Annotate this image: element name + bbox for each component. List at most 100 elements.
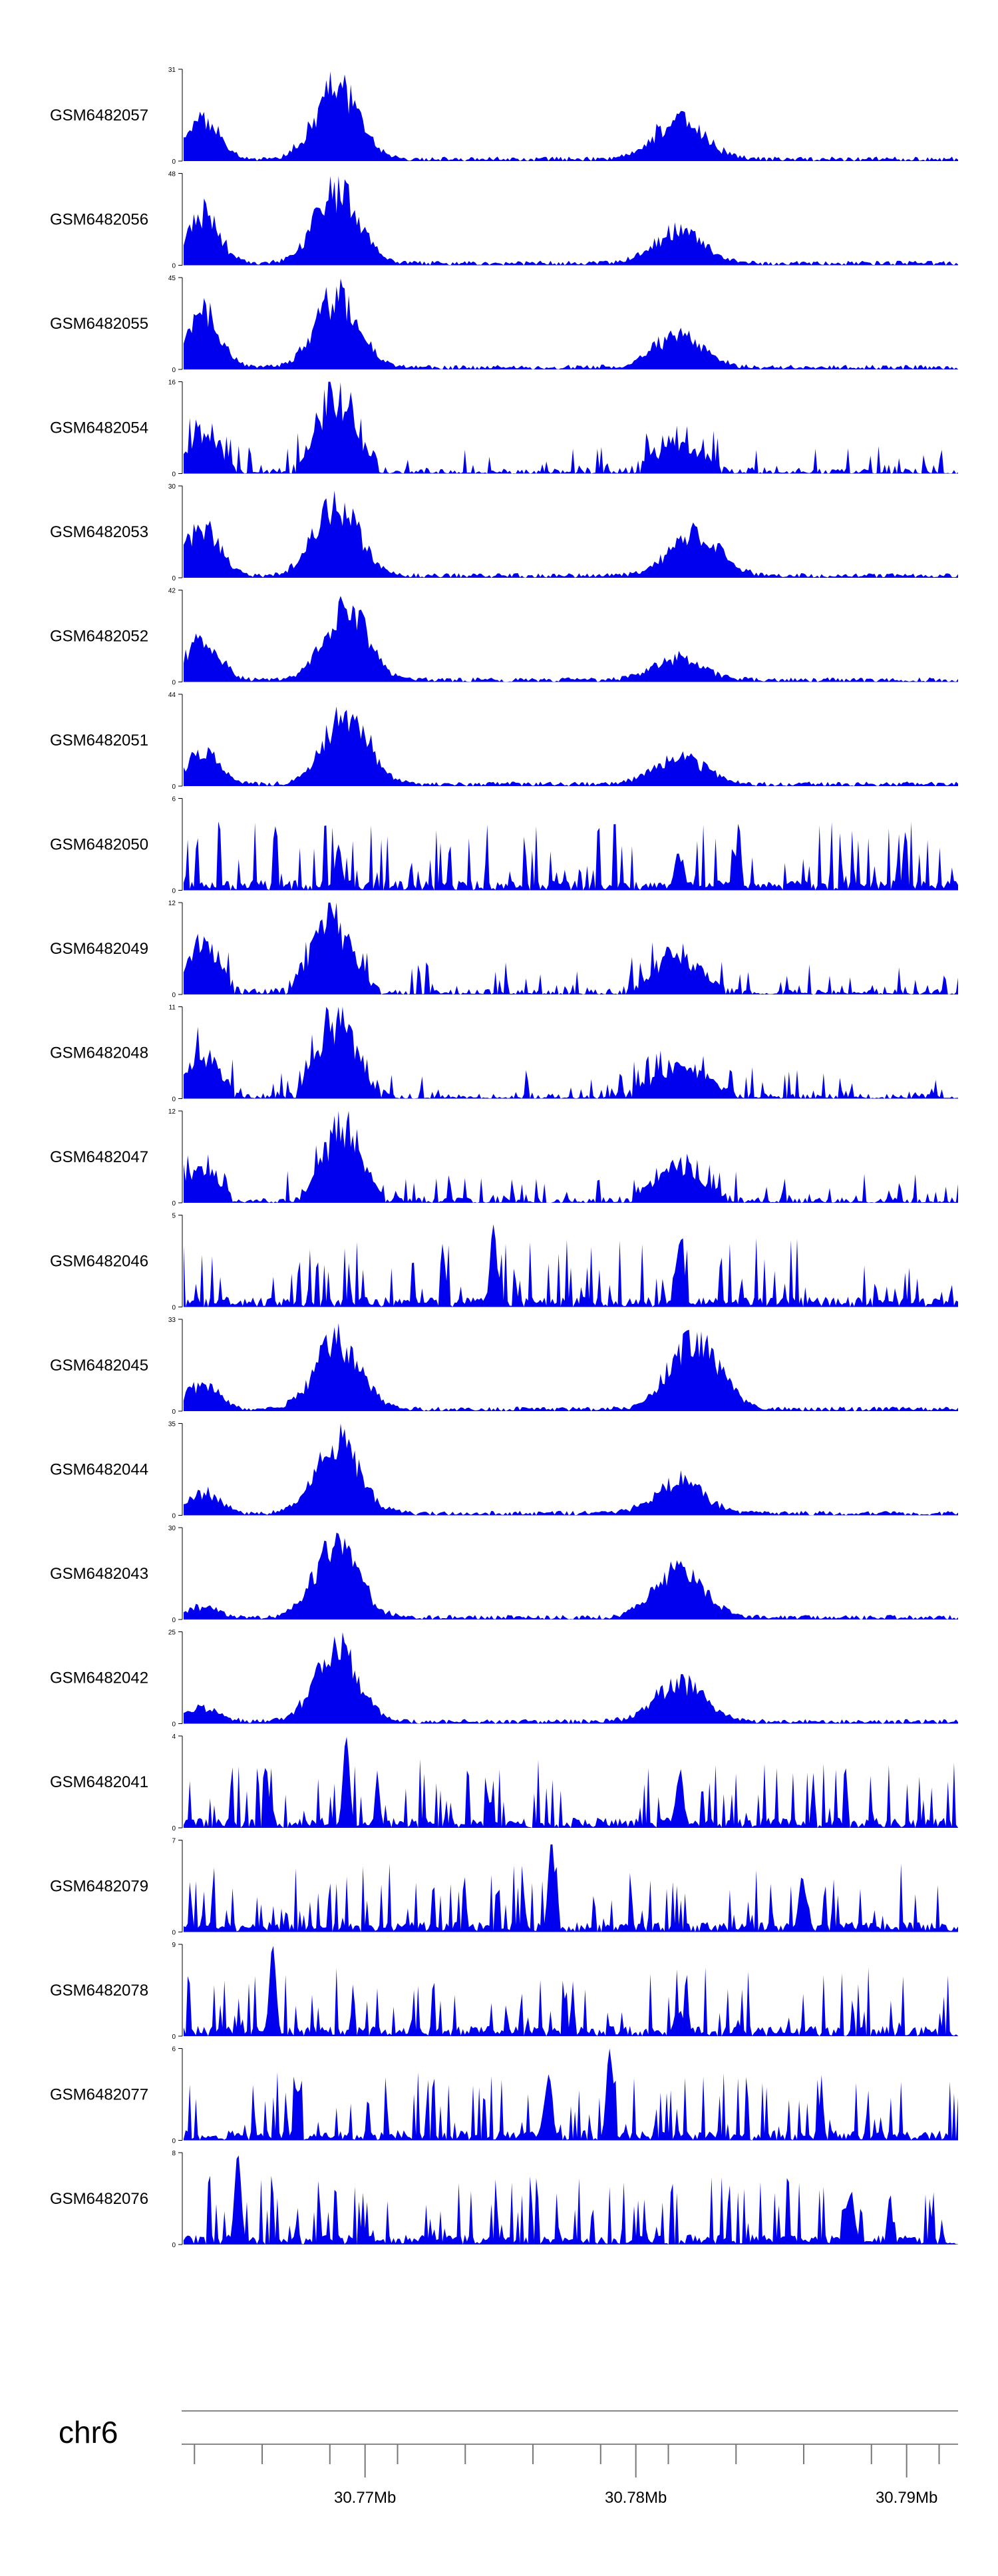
coverage-area <box>184 1224 958 1307</box>
y-tick-zero-label: 0 <box>172 1513 176 1520</box>
y-tick-zero-label: 0 <box>172 471 176 479</box>
track-label: GSM6482050 <box>50 836 148 854</box>
coverage-area <box>184 821 958 891</box>
chromosome-label: chr6 <box>59 2415 118 2450</box>
track-GSM6482051: GSM6482051 44 0 <box>50 692 958 791</box>
y-tick-zero-label: 0 <box>172 1408 176 1416</box>
y-tick-zero-label: 0 <box>172 680 176 687</box>
y-tick-max-label: 5 <box>172 1213 176 1220</box>
track-GSM6482078: GSM6482078 9 0 <box>50 1942 958 2041</box>
ruler-tick-label: 30.78Mb <box>605 2489 667 2507</box>
y-tick-max-label: 12 <box>168 900 176 907</box>
y-tick-max-label: 44 <box>168 692 176 699</box>
track-GSM6482048: GSM6482048 11 0 <box>50 1004 958 1104</box>
y-tick-max-label: 11 <box>169 1004 176 1012</box>
ruler-ticks: 30.77Mb 30.78Mb 30.79Mb <box>194 2444 940 2507</box>
track-GSM6482053: GSM6482053 30 0 <box>50 483 958 582</box>
y-tick-zero-label: 0 <box>172 1305 176 1312</box>
y-tick-zero-label: 0 <box>172 367 176 374</box>
coverage-area <box>184 1111 958 1203</box>
coverage-area <box>184 1737 958 1828</box>
y-tick-zero-label: 0 <box>172 1096 176 1104</box>
y-tick-zero-label: 0 <box>172 992 176 999</box>
y-tick-max-label: 35 <box>168 1421 176 1428</box>
track-GSM6482076: GSM6482076 8 0 <box>50 2150 958 2249</box>
y-tick-max-label: 48 <box>168 171 176 178</box>
y-tick-zero-label: 0 <box>172 1825 176 1832</box>
track-label: GSM6482041 <box>50 1773 148 1791</box>
coverage-area <box>184 2048 958 2141</box>
track-label: GSM6482052 <box>50 628 148 646</box>
coverage-area <box>184 706 958 786</box>
chromosome-ruler: chr6 30.77Mb 30.78Mb 30.79Mb <box>59 2410 958 2507</box>
track-GSM6482056: GSM6482056 48 0 <box>50 171 958 270</box>
track-GSM6482044: GSM6482044 35 0 <box>50 1421 958 1520</box>
coverage-area <box>184 596 958 682</box>
y-tick-max-label: 6 <box>172 796 176 803</box>
track-label: GSM6482043 <box>50 1565 148 1583</box>
coverage-area <box>184 1946 958 2036</box>
coverage-area <box>184 1632 958 1724</box>
track-label: GSM6482078 <box>50 1982 148 2000</box>
y-tick-max-label: 9 <box>172 1942 176 1949</box>
coverage-tracks: GSM6482057310GSM6482056480GSM6482055450G… <box>50 67 958 2249</box>
track-label: GSM6482079 <box>50 1878 148 1896</box>
track-label: GSM6482048 <box>50 1044 148 1062</box>
track-GSM6482079: GSM6482079 7 0 <box>50 1838 958 1937</box>
y-tick-max-label: 8 <box>172 2150 176 2157</box>
y-tick-max-label: 12 <box>168 1108 176 1116</box>
y-tick-zero-label: 0 <box>172 2242 176 2249</box>
track-label: GSM6482054 <box>50 419 148 437</box>
track-label: GSM6482057 <box>50 107 148 124</box>
track-GSM6482054: GSM6482054 16 0 <box>50 379 958 479</box>
coverage-area <box>184 491 958 578</box>
track-GSM6482050: GSM6482050 6 0 <box>50 796 958 895</box>
coverage-area <box>184 381 958 474</box>
y-tick-zero-label: 0 <box>172 1200 176 1207</box>
y-tick-zero-label: 0 <box>172 1721 176 1729</box>
y-tick-zero-label: 0 <box>172 888 176 895</box>
track-label: GSM6482046 <box>50 1253 148 1271</box>
track-GSM6482049: GSM6482049 12 0 <box>50 900 958 999</box>
y-tick-max-label: 45 <box>168 275 176 282</box>
y-tick-max-label: 30 <box>168 1525 176 1532</box>
coverage-area <box>184 1423 958 1516</box>
track-label: GSM6482047 <box>50 1148 148 1166</box>
y-tick-zero-label: 0 <box>172 1617 176 1624</box>
y-tick-max-label: 6 <box>172 2046 176 2053</box>
ruler-tick-label: 30.79Mb <box>876 2489 937 2507</box>
track-GSM6482047: GSM6482047 12 0 <box>50 1108 958 1207</box>
y-tick-zero-label: 0 <box>172 2138 176 2145</box>
track-GSM6482055: GSM6482055 45 0 <box>50 275 958 374</box>
y-tick-zero-label: 0 <box>172 263 176 270</box>
track-GSM6482042: GSM6482042 25 0 <box>50 1629 958 1729</box>
track-label: GSM6482056 <box>50 211 148 229</box>
coverage-area <box>184 71 958 161</box>
coverage-area <box>184 1844 958 1932</box>
y-tick-max-label: 30 <box>168 483 176 491</box>
track-GSM6482077: GSM6482077 6 0 <box>50 2046 958 2145</box>
y-tick-max-label: 4 <box>172 1733 176 1741</box>
y-tick-max-label: 31 <box>168 67 176 74</box>
y-tick-zero-label: 0 <box>172 1930 176 1937</box>
track-label: GSM6482055 <box>50 315 148 333</box>
coverage-area <box>184 2155 958 2245</box>
y-tick-zero-label: 0 <box>172 158 176 166</box>
track-label: GSM6482076 <box>50 2190 148 2208</box>
track-label: GSM6482051 <box>50 732 148 750</box>
y-tick-max-label: 16 <box>168 379 176 387</box>
track-GSM6482057: GSM6482057 31 0 <box>50 67 958 166</box>
track-GSM6482041: GSM6482041 4 0 <box>50 1733 958 1832</box>
track-GSM6482045: GSM6482045 33 0 <box>50 1317 958 1416</box>
track-label: GSM6482042 <box>50 1669 148 1687</box>
coverage-area <box>184 1006 958 1099</box>
track-label: GSM6482045 <box>50 1357 148 1375</box>
coverage-area <box>184 278 958 369</box>
coverage-area <box>184 903 958 994</box>
y-tick-zero-label: 0 <box>172 575 176 582</box>
ruler-tick-label: 30.77Mb <box>334 2489 396 2507</box>
track-label: GSM6482053 <box>50 523 148 541</box>
track-GSM6482052: GSM6482052 42 0 <box>50 588 958 687</box>
y-tick-max-label: 42 <box>168 588 176 595</box>
